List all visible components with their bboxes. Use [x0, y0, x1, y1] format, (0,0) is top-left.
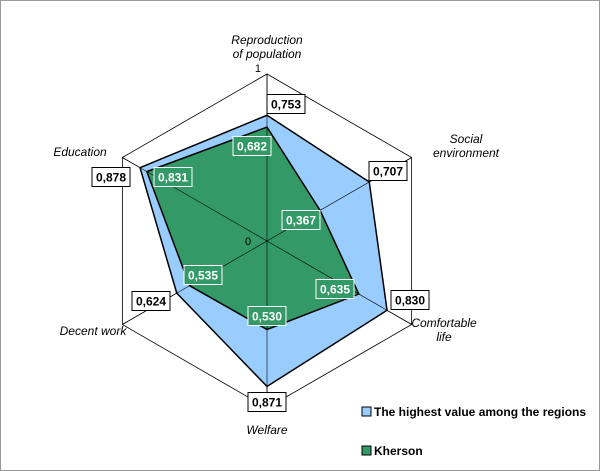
axis-label-line: of population: [233, 47, 302, 61]
axis-label-line: Comfortable: [411, 316, 477, 330]
data-label-box: [281, 210, 321, 230]
legend-item-highest: The highest value among the regions: [361, 405, 586, 419]
data-label-box: [153, 167, 193, 187]
axis-label-line: life: [436, 330, 452, 344]
data-label-kherson-welfare: 0,530: [247, 306, 287, 326]
data-label-box: [91, 167, 131, 187]
data-label-text: 0,830: [395, 294, 425, 308]
axis-label-line: Reproduction: [231, 33, 303, 47]
tick-label-0: 0: [245, 236, 251, 248]
data-label-box: [183, 265, 223, 285]
data-label-box: [368, 161, 408, 181]
axis-label-social-environment: Social environment: [433, 132, 500, 160]
data-label-kherson-decent-work: 0,535: [183, 265, 223, 285]
axis-label-line: environment: [433, 146, 500, 160]
legend: The highest value among the regions Kher…: [361, 405, 586, 458]
legend-item-kherson: Kherson: [361, 444, 423, 458]
data-label-the-highest-value-among-the-regions-decent-work: 0,624: [131, 291, 171, 311]
data-label-the-highest-value-among-the-regions-welfare: 0,871: [247, 392, 287, 412]
data-label-text: 0,707: [373, 165, 403, 179]
data-label-text: 0,871: [252, 396, 282, 410]
data-label-text: 0,530: [252, 310, 282, 324]
data-label-the-highest-value-among-the-regions-reproduction-of-population: 0,753: [266, 94, 306, 114]
data-label-kherson-social-environment: 0,367: [281, 210, 321, 230]
axis-label-comfortable-life: Comfortable life: [411, 316, 477, 344]
data-label-text: 0,635: [320, 283, 350, 297]
spoke-overlay-education: [122, 157, 268, 242]
legend-swatch-kherson: [361, 445, 372, 456]
data-label-box: [266, 94, 306, 114]
tick-label-1: 1: [255, 63, 261, 75]
axis-label-reproduction-of-population: Reproduction of population: [231, 33, 303, 61]
data-label-the-highest-value-among-the-regions-comfortable-life: 0,830: [390, 290, 430, 310]
data-label-text: 0,753: [271, 98, 301, 112]
data-label-box: [247, 392, 287, 412]
axis-labels: Reproduction of population Social environme…: [53, 33, 499, 437]
data-label-kherson-comfortable-life: 0,635: [315, 279, 355, 299]
data-label-the-highest-value-among-the-regions-education: 0,878: [91, 167, 131, 187]
axis-label-education: Education: [53, 145, 107, 159]
data-label-text: 0,878: [96, 171, 126, 185]
data-label-box: [131, 291, 171, 311]
legend-label-highest: The highest value among the regions: [374, 405, 586, 419]
axis-label-line: Social: [450, 132, 483, 146]
data-label-text: 0,682: [237, 140, 267, 154]
data-label-kherson-education: 0,831: [153, 167, 193, 187]
data-label-the-highest-value-among-the-regions-social-environment: 0,707: [368, 161, 408, 181]
axis-label-decent-work: Decent work: [60, 324, 128, 338]
data-label-box: [390, 290, 430, 310]
axis-label-line: Welfare: [246, 423, 287, 437]
legend-label-kherson: Kherson: [374, 444, 423, 458]
data-label-box: [247, 306, 287, 326]
data-label-text: 0,831: [158, 171, 188, 185]
axis-label-line: Education: [53, 145, 107, 159]
data-label-kherson-reproduction-of-population: 0,682: [232, 136, 272, 156]
series-layer: [122, 74, 412, 408]
legend-swatch-highest: [361, 406, 372, 417]
data-label-text: 0,624: [136, 295, 166, 309]
data-labels: 0,753 0,707 0,830 0,871 0,624 0,878 0,682 0,367…: [91, 94, 430, 412]
data-label-text: 0,535: [188, 269, 218, 283]
data-label-box: [232, 136, 272, 156]
data-label-box: [315, 279, 355, 299]
axis-label-line: Decent work: [60, 324, 128, 338]
axis-label-welfare: Welfare: [246, 423, 287, 437]
data-label-text: 0,367: [286, 214, 316, 228]
